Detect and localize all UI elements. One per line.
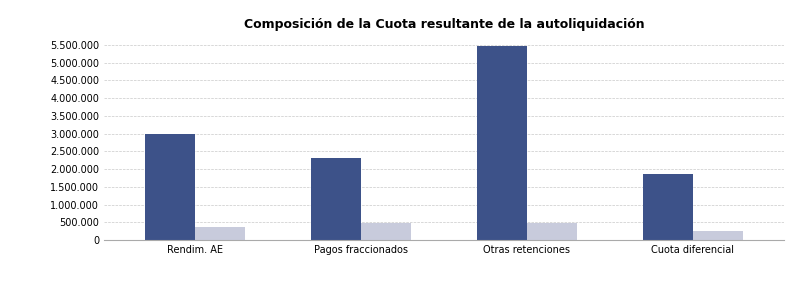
Bar xyxy=(527,223,577,240)
Title: Composición de la Cuota resultante de la autoliquidación: Composición de la Cuota resultante de la… xyxy=(244,18,644,31)
Bar xyxy=(693,232,742,240)
Bar xyxy=(643,174,693,240)
Bar xyxy=(146,134,195,240)
Bar xyxy=(361,223,411,240)
Bar xyxy=(195,226,245,240)
Bar xyxy=(311,158,361,240)
Bar xyxy=(477,46,527,240)
